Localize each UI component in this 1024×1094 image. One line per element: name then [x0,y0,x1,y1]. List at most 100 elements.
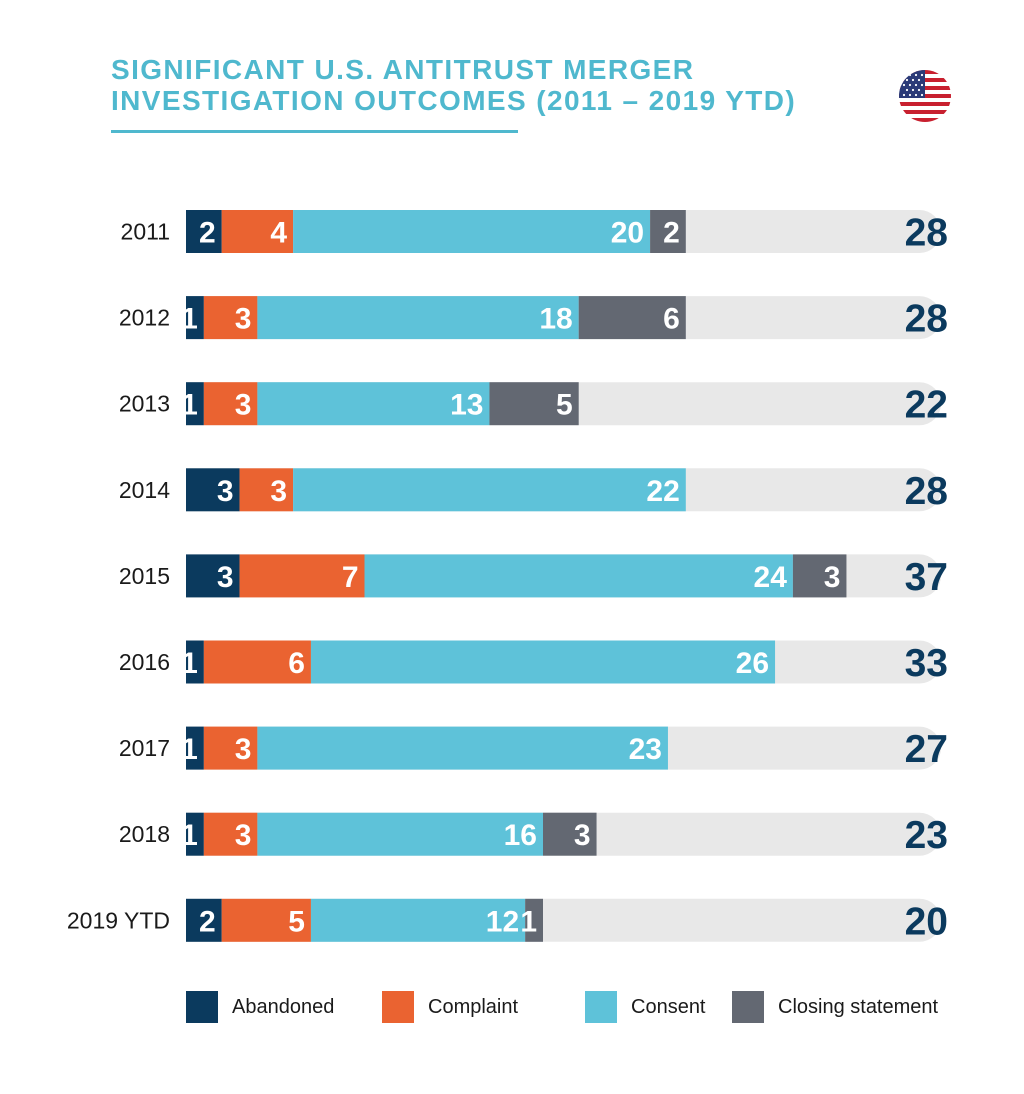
bar-segment-consent [257,296,579,340]
category-label: 2011 [121,219,170,245]
chart-title-line-2: INVESTIGATION OUTCOMES (2011 – 2019 YTD) [111,85,797,116]
bar-segment-abandoned [186,898,222,942]
bar-segment-complaint [239,468,294,512]
data-label-consent: 16 [504,819,537,852]
category-label: 2016 [119,649,170,675]
bar-segment-complaint [203,296,258,340]
data-label-abandoned: 3 [217,475,234,508]
legend-swatch-complaint [382,991,414,1023]
bar-segment-consent [257,726,668,770]
bar-segment-closing-statement [650,210,686,253]
bar-segment-abandoned [186,296,204,340]
data-label-consent: 24 [754,561,788,594]
data-label-consent: 23 [629,733,662,766]
total-label: 28 [905,212,948,255]
bar-segment-complaint [203,726,258,770]
bar-segment-closing-statement [578,296,686,340]
category-label: 2013 [119,391,170,417]
data-label-complaint: 4 [270,217,287,250]
data-label-complaint: 5 [288,905,305,938]
total-label: 28 [905,470,948,513]
bar-segment-complaint [221,898,311,942]
data-label-abandoned: 2 [199,217,216,250]
data-label-abandoned: 1 [181,303,198,336]
data-label-consent: 20 [611,217,644,250]
legend-item-consent: Consent [585,991,706,1023]
data-label-abandoned: 1 [181,647,198,680]
data-label-closing-statement: 3 [574,819,591,852]
data-label-consent: 18 [539,303,572,336]
bar-segment-complaint [203,812,258,856]
bar-segment-complaint [221,210,294,253]
us-flag-icon [899,70,951,122]
legend-swatch-closing-statement [732,991,764,1023]
bar-segment-complaint [203,382,258,426]
data-label-consent: 13 [450,389,483,422]
title-underline [111,130,518,133]
data-label-complaint: 7 [342,561,359,594]
legend-item-closing-statement: Closing statement [732,991,938,1023]
data-label-abandoned: 2 [199,905,216,938]
bar-segment-consent [310,898,526,942]
total-label: 28 [905,298,948,341]
bar-segment-abandoned [186,726,204,770]
chart-title: SIGNIFICANT U.S. ANTITRUST MERGER INVEST… [111,54,796,116]
total-label: 22 [905,384,948,427]
bar-segment-consent [364,554,793,598]
total-label: 20 [905,900,948,943]
data-label-closing-statement: 2 [663,217,680,250]
data-label-complaint: 3 [235,389,252,422]
bar-segment-closing-statement [792,554,847,598]
category-label: 2014 [119,477,170,503]
total-label: 23 [905,814,948,857]
data-label-abandoned: 1 [181,389,198,422]
legend-label-complaint: Complaint [428,995,519,1018]
total-label: 33 [905,642,948,685]
total-label: 27 [905,728,948,771]
data-label-abandoned: 3 [217,561,234,594]
data-label-closing-statement: 6 [663,303,680,336]
bar-segment-complaint [203,640,311,684]
data-label-consent: 22 [646,475,679,508]
bar-segment-abandoned [186,554,240,598]
bar-segment-consent [293,210,651,253]
data-label-complaint: 6 [288,647,305,680]
data-label-abandoned: 1 [181,819,198,852]
data-label-complaint: 3 [270,475,287,508]
legend-item-complaint: Complaint [382,991,518,1023]
legend-label-consent: Consent [631,995,706,1018]
bar-segment-abandoned [186,382,204,426]
category-label: 2018 [119,821,170,847]
data-label-consent: 12 [486,905,519,938]
total-label: 37 [905,556,948,599]
bar-segment-abandoned [186,812,204,856]
category-label: 2012 [119,305,170,331]
data-label-abandoned: 1 [181,733,198,766]
bar-segment-complaint [239,554,365,598]
data-label-closing-statement: 1 [520,905,537,938]
data-label-consent: 26 [736,647,769,680]
legend-item-abandoned: Abandoned [186,991,334,1023]
legend-label-closing-statement: Closing statement [778,995,939,1018]
data-label-complaint: 3 [235,819,252,852]
bar-segment-abandoned [186,640,204,684]
category-label: 2019 YTD [67,907,170,933]
bar-segment-closing-statement [543,812,597,856]
bar-segment-closing-statement [489,382,579,426]
data-label-complaint: 3 [235,733,252,766]
bar-segment-abandoned [186,210,222,253]
bar-segment-abandoned [186,468,240,512]
bar-segment-consent [257,812,543,856]
category-label: 2015 [119,563,170,589]
data-label-closing-statement: 3 [824,561,841,594]
category-label: 2017 [119,735,170,761]
legend-swatch-consent [585,991,617,1023]
chart-title-line-1: SIGNIFICANT U.S. ANTITRUST MERGER [111,54,695,85]
data-label-closing-statement: 5 [556,389,573,422]
bar-segment-consent [257,382,490,426]
data-label-complaint: 3 [235,303,252,336]
legend-label-abandoned: Abandoned [232,995,335,1018]
bar-segment-closing-statement [525,898,543,942]
bar-segment-consent [293,468,686,512]
